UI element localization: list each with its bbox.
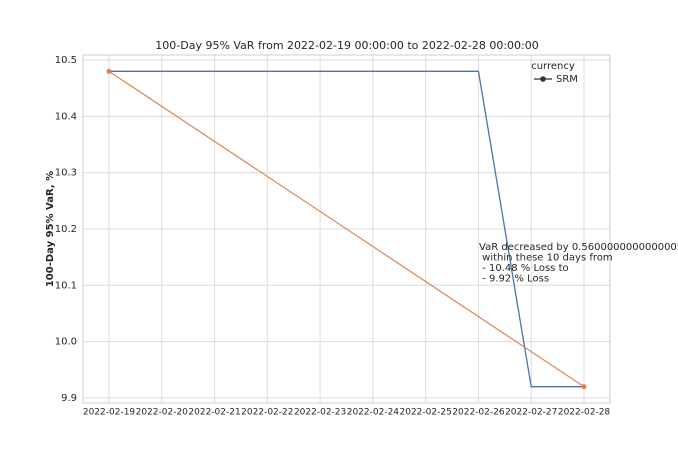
trend-marker — [581, 384, 587, 390]
x-tick-label: 2022-02-26 — [452, 408, 505, 418]
x-tick-label: 2022-02-27 — [505, 408, 557, 418]
y-tick-label: 10.4 — [55, 111, 77, 122]
y-tick-label: 9.9 — [61, 393, 77, 404]
y-tick-label: 10.0 — [55, 337, 77, 348]
annotation: VaR decreased by 0.5600000000000005% — [479, 242, 678, 253]
x-tick-label: 2022-02-22 — [241, 408, 293, 418]
x-tick-label: 2022-02-23 — [294, 408, 346, 418]
x-tick-label: 2022-02-20 — [136, 408, 189, 418]
x-tick-label: 2022-02-19 — [83, 408, 136, 418]
annotation: - 9.92 % Loss — [479, 274, 549, 285]
y-tick-label: 10.5 — [55, 55, 77, 66]
x-tick-label: 2022-02-28 — [558, 408, 611, 418]
legend-label: SRM — [556, 74, 578, 85]
legend-marker — [540, 76, 546, 82]
x-tick-label: 2022-02-24 — [347, 408, 400, 418]
y-tick-label: 10.3 — [55, 168, 77, 179]
series-line — [109, 70, 584, 388]
trend-line — [108, 70, 585, 388]
x-tick-label: 2022-02-25 — [400, 408, 452, 418]
y-tick-label: 10.1 — [55, 280, 77, 291]
chart-title: 100-Day 95% VaR from 2022-02-19 00:00:00… — [155, 39, 538, 52]
annotation: - 10.48 % Loss to — [479, 263, 569, 274]
y-axis-label: 100-Day 95% VaR, % — [45, 171, 56, 287]
annotation: within these 10 days from — [479, 253, 613, 264]
plot-border — [82, 54, 611, 404]
y-tick-label: 10.2 — [55, 224, 77, 235]
trend-marker — [106, 68, 112, 74]
x-tick-label: 2022-02-21 — [188, 408, 240, 418]
legend-title: currency — [531, 61, 575, 72]
